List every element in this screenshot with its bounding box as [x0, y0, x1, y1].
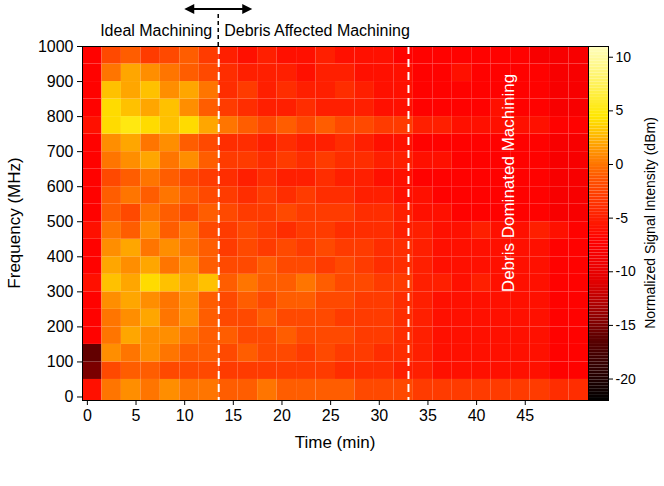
svg-text:5: 5	[616, 102, 624, 118]
svg-text:900: 900	[47, 73, 74, 90]
svg-text:0: 0	[83, 407, 92, 424]
svg-text:10: 10	[176, 407, 194, 424]
svg-text:15: 15	[224, 407, 242, 424]
svg-text:Debris Dominated Machining: Debris Dominated Machining	[499, 74, 518, 292]
svg-text:35: 35	[419, 407, 437, 424]
svg-text:40: 40	[468, 407, 486, 424]
svg-text:1000: 1000	[38, 38, 74, 55]
svg-text:10: 10	[616, 49, 632, 65]
svg-text:700: 700	[47, 143, 74, 160]
svg-text:Frequency (MHz): Frequency (MHz)	[5, 157, 24, 288]
svg-text:300: 300	[47, 283, 74, 300]
svg-text:Ideal Machining: Ideal Machining	[100, 22, 212, 39]
svg-text:25: 25	[322, 407, 340, 424]
svg-text:500: 500	[47, 213, 74, 230]
svg-text:Normalized Signal Intensity (d: Normalized Signal Intensity (dBm)	[642, 117, 658, 329]
svg-text:-10: -10	[616, 263, 636, 279]
svg-text:200: 200	[47, 318, 74, 335]
svg-text:Debris Affected Machining: Debris Affected Machining	[224, 22, 410, 39]
svg-text:800: 800	[47, 108, 74, 125]
svg-text:-20: -20	[616, 371, 636, 387]
svg-text:-5: -5	[616, 210, 629, 226]
svg-text:600: 600	[47, 178, 74, 195]
svg-text:Time (min): Time (min)	[295, 433, 376, 452]
svg-text:-15: -15	[616, 317, 636, 333]
svg-text:400: 400	[47, 248, 74, 265]
svg-text:0: 0	[616, 156, 624, 172]
svg-text:30: 30	[370, 407, 388, 424]
svg-text:20: 20	[273, 407, 291, 424]
svg-text:5: 5	[132, 407, 141, 424]
svg-text:100: 100	[47, 353, 74, 370]
svg-text:45: 45	[516, 407, 534, 424]
svg-text:0: 0	[65, 388, 74, 405]
